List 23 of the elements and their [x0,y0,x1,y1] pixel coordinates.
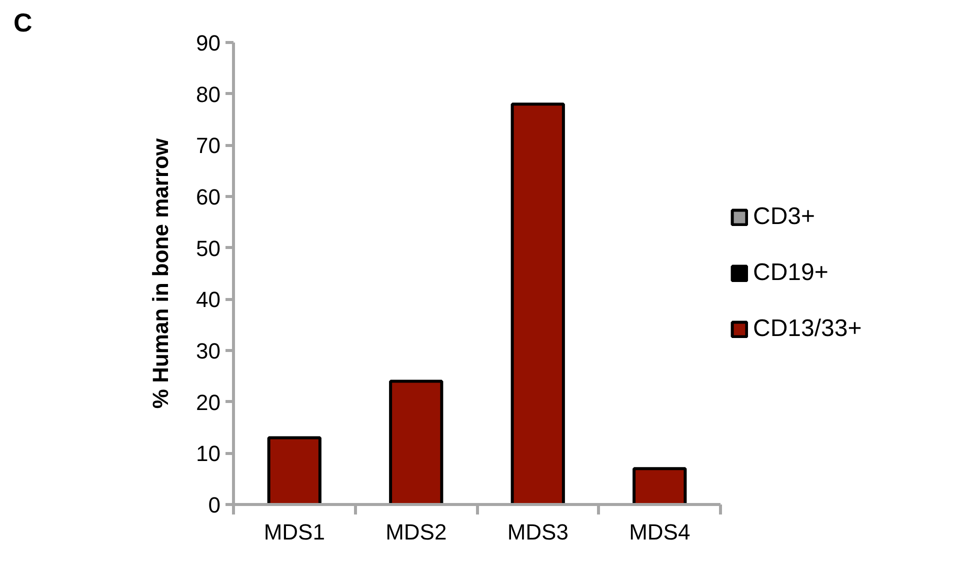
x-tick-label: MDS2 [386,520,447,544]
legend-label: CD19+ [753,259,828,287]
y-tick-label: 10 [196,441,221,466]
x-tick-label: MDS1 [264,520,325,544]
y-tick-label: 60 [196,184,221,210]
y-tick-label: 20 [196,390,221,415]
y-tick-label: 30 [196,338,221,364]
y-tick-label: 50 [196,236,221,261]
bar [510,102,565,504]
y-axis-title: % Human in bone marrow [148,138,174,409]
bar [389,380,444,504]
legend-label: CD3+ [753,203,816,231]
legend-label: CD13/33+ [753,315,862,343]
y-tick-label: 80 [196,82,221,107]
x-tick-label: MDS4 [629,520,690,544]
y-tick-label: 40 [196,287,221,312]
y-tick-label: 90 [196,30,221,56]
y-tick-label: 70 [196,133,221,158]
y-tick-label: 0 [208,492,221,518]
x-tick-label: MDS3 [507,520,568,544]
text: C [14,8,32,38]
bar [632,467,687,504]
bar [267,436,322,504]
